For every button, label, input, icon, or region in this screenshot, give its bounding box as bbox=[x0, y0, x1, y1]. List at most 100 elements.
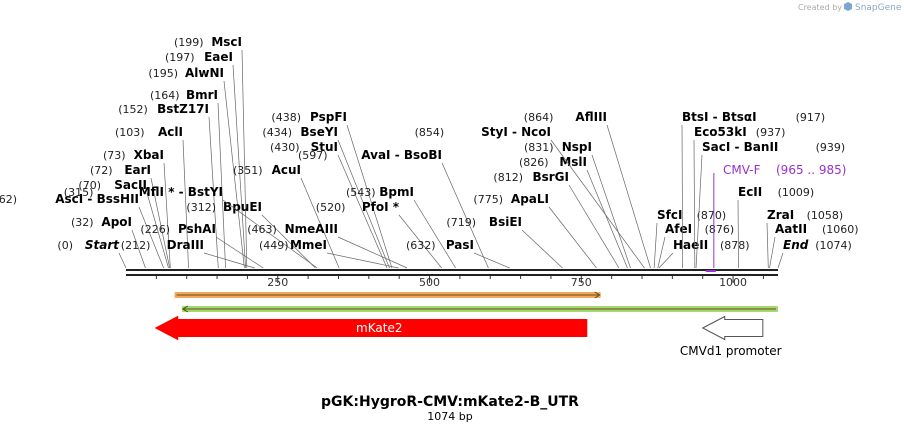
site-name: DraIII bbox=[167, 238, 204, 252]
site-position: (775) bbox=[473, 193, 503, 206]
site-start: Start (0) bbox=[57, 238, 127, 269]
site-position: (72) bbox=[90, 164, 113, 177]
site-position: (878) bbox=[720, 239, 750, 252]
site-connector bbox=[337, 139, 390, 269]
site-connector bbox=[473, 252, 510, 269]
site-connector bbox=[550, 139, 645, 269]
site-position: (543) bbox=[346, 186, 376, 199]
site-connector bbox=[693, 139, 696, 269]
backbone-top-line bbox=[126, 269, 778, 271]
site-name: SacII bbox=[114, 178, 147, 192]
site-position: (939) bbox=[816, 141, 846, 154]
site-name: AclI bbox=[158, 125, 183, 139]
orf-arrowhead bbox=[181, 305, 189, 313]
site-msci: MscI (199) bbox=[174, 35, 248, 269]
site-connector bbox=[441, 162, 489, 269]
site-connector bbox=[681, 124, 684, 269]
site-bpuei: BpuEI (312) bbox=[186, 200, 316, 269]
site-name: SacI - BanII bbox=[702, 140, 778, 154]
site-name: EaeI bbox=[204, 50, 233, 64]
site-connector bbox=[208, 116, 219, 269]
site-eaei: EaeI (197) bbox=[165, 50, 246, 269]
site-xbai: XbaI (73) bbox=[103, 148, 171, 269]
site-name: StyI - NcoI bbox=[481, 125, 551, 139]
site-connector bbox=[398, 214, 442, 269]
site-bstz17i: BstZ17I (152) bbox=[118, 102, 219, 269]
site-haeii: HaeII (878) bbox=[658, 238, 750, 269]
site-name: AfeI bbox=[665, 222, 692, 236]
site-connector bbox=[591, 154, 631, 269]
site-position: (1058) bbox=[807, 209, 844, 222]
map-title: pGK:HygroR-CMV:mKate2-B_UTR bbox=[321, 394, 579, 410]
site-position: (520) bbox=[316, 201, 346, 214]
site-position: (0) bbox=[57, 239, 73, 252]
site-avai: AvaI - BsoBI (597) bbox=[298, 148, 489, 269]
site-bmri: BmrI (164) bbox=[150, 88, 226, 269]
site-position: (32) bbox=[71, 216, 94, 229]
site-connector bbox=[118, 252, 127, 269]
site-connector bbox=[261, 214, 316, 269]
site-name: Start bbox=[85, 238, 120, 252]
site-afliii: AflIII (864) bbox=[524, 110, 651, 269]
site-name: BsiEI bbox=[489, 215, 522, 229]
site-name: BmrI bbox=[186, 88, 218, 102]
orf-layer bbox=[174, 291, 779, 313]
site-position: (73) bbox=[103, 149, 126, 162]
site-connector bbox=[203, 252, 255, 269]
site-position: (1009) bbox=[778, 186, 815, 199]
site-sacii: SacII (70) bbox=[78, 178, 169, 269]
site-connector bbox=[232, 64, 246, 269]
site-name: NmeAIII bbox=[285, 222, 338, 236]
site-bseyi: BseYI (434) bbox=[262, 125, 390, 269]
site-connector bbox=[658, 252, 674, 269]
site-apoi: ApoI (32) bbox=[71, 215, 146, 269]
site-name: AvaI - BsoBI bbox=[361, 148, 442, 162]
site-connector bbox=[548, 206, 597, 269]
site-name: EcII bbox=[738, 185, 762, 199]
site-position: (434) bbox=[262, 126, 292, 139]
credit-prefix: Created by bbox=[798, 3, 842, 12]
feature-arrow bbox=[701, 315, 764, 341]
site-pshai: PshAI (226) bbox=[140, 222, 264, 269]
site-styi: StyI - NcoI (854) bbox=[415, 125, 645, 269]
site-name: AcuI bbox=[272, 163, 301, 177]
site-name: EarI bbox=[124, 163, 151, 177]
site-connector bbox=[657, 236, 666, 269]
feature-label: mKate2 bbox=[356, 321, 402, 335]
site-position: (864) bbox=[524, 111, 554, 124]
site-eco53ki: Eco53kI (937) bbox=[693, 125, 786, 269]
site-name: AlwNI bbox=[185, 66, 224, 80]
site-position: (212) bbox=[121, 239, 151, 252]
site-name: AscI - BssHII bbox=[55, 192, 139, 206]
site-position: (438) bbox=[271, 111, 301, 124]
site-connector bbox=[131, 229, 146, 269]
site-connector bbox=[337, 154, 388, 269]
site-connector bbox=[241, 49, 248, 269]
site-afei: AfeI (876) bbox=[657, 222, 734, 269]
site-position: (449) bbox=[259, 239, 289, 252]
site-mmei: MmeI(449) bbox=[259, 238, 399, 269]
ruler-ticks: 250 500 750 1000 bbox=[126, 269, 778, 289]
site-name: PfoI * bbox=[362, 200, 400, 214]
site-connector bbox=[138, 206, 164, 269]
site-name: BseYI bbox=[300, 125, 338, 139]
site-position: (195) bbox=[148, 67, 178, 80]
site-position: (103) bbox=[115, 126, 145, 139]
site-connector bbox=[568, 184, 620, 269]
site-name: AflIII bbox=[575, 110, 607, 124]
site-pfoi: PfoI * (520) bbox=[316, 200, 442, 269]
site-name: PspFI bbox=[310, 110, 347, 124]
site-position: (937) bbox=[756, 126, 786, 139]
site-position: (430) bbox=[270, 141, 300, 154]
site-name: BpmI bbox=[379, 185, 414, 199]
site-acui: AcuI (351) bbox=[233, 163, 340, 269]
site-bsiei: BsiEI (719) bbox=[446, 215, 563, 269]
site-connector bbox=[695, 154, 703, 269]
site-connector bbox=[223, 80, 245, 269]
site-ecii: EcII (1009) bbox=[737, 185, 815, 269]
site-name: ApaLI bbox=[511, 192, 549, 206]
site-pspfi: PspFI (438) bbox=[271, 110, 393, 269]
site-msli: MslI (826) bbox=[519, 155, 628, 269]
site-position: (152) bbox=[118, 103, 148, 116]
